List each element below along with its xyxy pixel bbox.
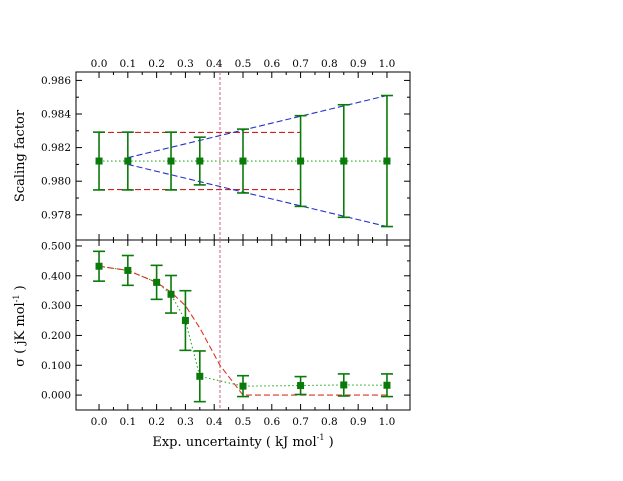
top-ytick-label: 0.980 bbox=[41, 176, 71, 188]
top-ytick-label: 0.982 bbox=[41, 142, 71, 154]
bottom-xtick-label: 0.2 bbox=[148, 416, 165, 428]
bottom-data-point bbox=[167, 290, 175, 298]
bottom-y-axis-title-sup: -1 bbox=[12, 295, 21, 303]
top-xtick-label-top: 0.8 bbox=[321, 58, 338, 70]
bottom-xtick-label: 0.7 bbox=[292, 416, 309, 428]
top-xtick-label-top: 0.4 bbox=[206, 58, 223, 70]
top-xtick-label-top: 0.6 bbox=[263, 58, 280, 70]
x-axis-title-sup: -1 bbox=[317, 433, 325, 442]
x-axis-title-tail: ) bbox=[324, 435, 333, 450]
bottom-ytick-label: 0.300 bbox=[41, 300, 71, 312]
bottom-data-point bbox=[196, 372, 204, 380]
bottom-panel: 0.0 0.1 0.2 0.3 0.4 0.5 0.6 0.7 0.8 0.9 1.0 0.000 0.… bbox=[41, 240, 410, 428]
bottom-data-point bbox=[340, 381, 348, 389]
bottom-data-point bbox=[239, 382, 247, 390]
top-data-point bbox=[239, 157, 247, 165]
bottom-ytick-label: 0.400 bbox=[41, 270, 71, 282]
top-ytick-label: 0.978 bbox=[41, 209, 71, 221]
bottom-data-point bbox=[383, 381, 391, 389]
bottom-xtick-label: 0.3 bbox=[177, 416, 194, 428]
bottom-xtick-label: 0.9 bbox=[350, 416, 367, 428]
bottom-xtick-label: 0.4 bbox=[206, 416, 223, 428]
x-axis-title-main: Exp. uncertainty ( kJ mol bbox=[152, 435, 316, 450]
bottom-y-axis-title-main: σ ( jK mol bbox=[13, 302, 28, 366]
top-data-point bbox=[340, 157, 348, 165]
bottom-xtick-label: 0.0 bbox=[91, 416, 108, 428]
bottom-ytick-label: 0.000 bbox=[41, 390, 71, 402]
bottom-xtick-label: 0.1 bbox=[119, 416, 136, 428]
top-xtick-label-top: 0.1 bbox=[119, 58, 136, 70]
bottom-xtick-label: 0.6 bbox=[263, 416, 280, 428]
bottom-data-point bbox=[124, 266, 132, 274]
top-data-point bbox=[297, 157, 305, 165]
bottom-y-axis-title: σ ( jK mol-1 ) bbox=[12, 285, 28, 366]
top-xtick-label-top: 0.2 bbox=[148, 58, 165, 70]
bottom-data-point bbox=[153, 278, 161, 286]
top-xtick-label-top: 0.3 bbox=[177, 58, 194, 70]
top-ytick-label: 0.986 bbox=[41, 75, 71, 87]
top-xtick-label-top: 1.0 bbox=[379, 58, 396, 70]
bottom-data-point bbox=[181, 317, 189, 325]
bottom-xtick-label: 0.5 bbox=[235, 416, 252, 428]
top-data-point bbox=[95, 157, 103, 165]
bottom-y-axis-title-tail: ) bbox=[13, 285, 28, 294]
top-data-point bbox=[124, 157, 132, 165]
top-xtick-label-top: 0.0 bbox=[91, 58, 108, 70]
top-panel: 0.0 0.1 0.2 0.3 0.4 0.5 0.6 0.7 0.8 0.9 1.0 0.978 0.… bbox=[41, 58, 410, 240]
top-data-point bbox=[383, 157, 391, 165]
top-y-axis-title: Scaling factor bbox=[13, 109, 28, 202]
bottom-sigma-connect-line bbox=[98, 265, 387, 387]
bottom-ytick-label: 0.100 bbox=[41, 360, 71, 372]
bottom-ytick-label: 0.500 bbox=[41, 240, 71, 252]
x-axis-title: Exp. uncertainty ( kJ mol-1 ) bbox=[152, 433, 333, 450]
top-data-point bbox=[196, 157, 204, 165]
bottom-data-point bbox=[297, 382, 305, 390]
bottom-data-point bbox=[95, 262, 103, 270]
bottom-sigma-model-line bbox=[98, 265, 387, 396]
top-xtick-label-top: 0.7 bbox=[292, 58, 309, 70]
bottom-xtick-label: 1.0 bbox=[379, 416, 396, 428]
bottom-ytick-label: 0.200 bbox=[41, 330, 71, 342]
top-xtick-label-top: 0.5 bbox=[235, 58, 252, 70]
top-ytick-label: 0.984 bbox=[41, 109, 71, 121]
top-xtick-label-top: 0.9 bbox=[350, 58, 367, 70]
top-data-point bbox=[167, 157, 175, 165]
bottom-xtick-label: 0.8 bbox=[321, 416, 338, 428]
